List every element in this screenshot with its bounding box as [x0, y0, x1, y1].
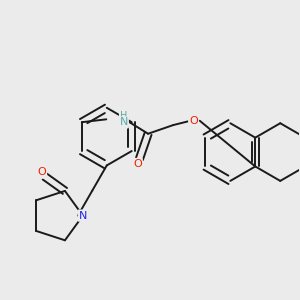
- Text: N: N: [79, 211, 87, 220]
- Text: O: O: [37, 167, 46, 177]
- Text: O: O: [189, 116, 198, 126]
- Text: H: H: [120, 111, 127, 121]
- Text: N: N: [119, 117, 128, 128]
- Text: O: O: [133, 159, 142, 169]
